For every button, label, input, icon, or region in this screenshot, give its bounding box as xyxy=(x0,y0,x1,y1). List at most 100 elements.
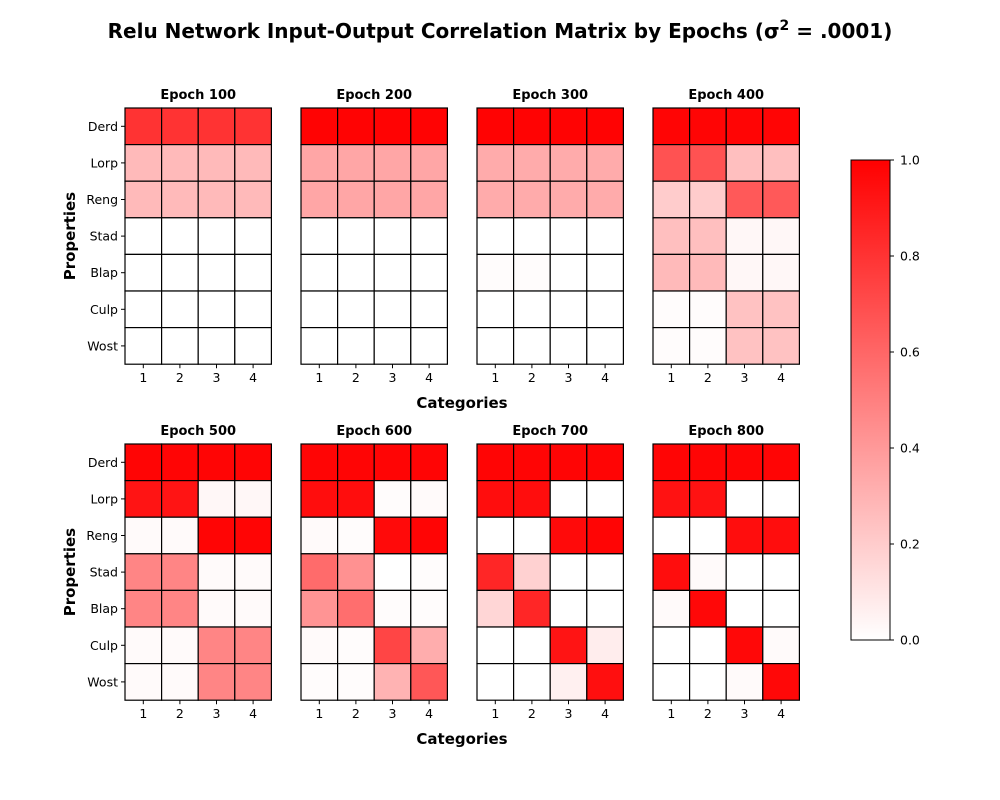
heatmap-cell xyxy=(586,217,624,256)
y-tick-label: Derd xyxy=(88,119,118,134)
heatmap-cell xyxy=(300,662,339,701)
heatmap-cell xyxy=(762,180,800,219)
y-tick-label: Reng xyxy=(86,192,118,207)
panel-title: Epoch 100 xyxy=(160,88,236,103)
heatmap-cell xyxy=(234,589,273,628)
heatmap-cell xyxy=(762,217,800,256)
heatmap-cell xyxy=(161,480,199,518)
heatmap-cell xyxy=(725,144,764,182)
heatmap-cell xyxy=(512,217,551,256)
heatmap-cell xyxy=(161,144,199,182)
x-tick-label: 1 xyxy=(667,370,675,385)
heatmap-cell xyxy=(337,626,375,665)
heatmap-cell xyxy=(197,589,236,628)
heatmap-cell xyxy=(688,443,727,482)
heatmap-cell xyxy=(549,553,588,591)
x-tick-label: 4 xyxy=(249,706,257,721)
heatmap-cell xyxy=(652,589,691,628)
heatmap-cell xyxy=(476,180,515,219)
heatmap-cell xyxy=(410,626,448,665)
x-tick-label: 4 xyxy=(425,370,433,385)
y-tick-label: Reng xyxy=(86,528,118,543)
heatmap-cell xyxy=(549,626,588,665)
heatmap-cell xyxy=(337,327,375,365)
heatmap-cell xyxy=(197,253,236,292)
heatmap-cell xyxy=(124,290,163,329)
y-tick-label: Culp xyxy=(90,638,118,653)
heatmap-cell xyxy=(512,626,551,665)
heatmap-cell xyxy=(476,217,515,256)
heatmap-panel: Epoch 200 1 2 3 4 xyxy=(300,88,448,385)
heatmap-cell xyxy=(373,480,412,518)
heatmap-cell xyxy=(161,290,199,329)
colorbar-tick-label: 0.0 xyxy=(900,633,920,648)
heatmap-cell xyxy=(337,553,375,591)
x-tick-label: 4 xyxy=(425,706,433,721)
heatmap-cell xyxy=(300,589,339,628)
heatmap-cell xyxy=(161,180,199,219)
x-tick-label: 2 xyxy=(704,370,712,385)
heatmap-cell xyxy=(762,626,800,665)
heatmap-cell xyxy=(300,253,339,292)
heatmap-cell xyxy=(161,626,199,665)
heatmap-cell xyxy=(373,662,412,701)
heatmap-cell xyxy=(410,180,448,219)
heatmap-cell xyxy=(476,253,515,292)
heatmap-cell xyxy=(124,327,163,365)
x-tick-label: 4 xyxy=(601,370,609,385)
heatmap-cell xyxy=(476,290,515,329)
heatmap-cell xyxy=(373,217,412,256)
heatmap-cell xyxy=(725,553,764,591)
heatmap-cell xyxy=(161,589,199,628)
heatmap-cell xyxy=(476,144,515,182)
heatmap-cell xyxy=(688,107,727,146)
y-tick-label: Blap xyxy=(90,601,118,616)
heatmap-cell xyxy=(373,290,412,329)
y-tick-label: Derd xyxy=(88,455,118,470)
heatmap-cell xyxy=(586,327,624,365)
heatmap-cell xyxy=(337,180,375,219)
heatmap-cell xyxy=(337,290,375,329)
heatmap-cell xyxy=(300,327,339,365)
heatmap-cell xyxy=(373,553,412,591)
heatmap-cell xyxy=(688,327,727,365)
heatmap-cell xyxy=(373,443,412,482)
heatmap-cell xyxy=(688,290,727,329)
heatmap-cell xyxy=(197,217,236,256)
heatmap-cell xyxy=(586,480,624,518)
panel-title: Epoch 500 xyxy=(160,424,236,439)
heatmap-cell xyxy=(762,253,800,292)
y-tick-label: Stad xyxy=(90,565,118,580)
x-tick-label: 4 xyxy=(777,706,785,721)
heatmap-cell xyxy=(652,217,691,256)
heatmap-cell xyxy=(512,107,551,146)
heatmap-cell xyxy=(410,217,448,256)
heatmap-cell xyxy=(300,516,339,555)
heatmap-cell xyxy=(586,662,624,701)
heatmap-cell xyxy=(725,180,764,219)
heatmap-cell xyxy=(725,217,764,256)
x-tick-label: 2 xyxy=(352,370,360,385)
axis-labels: Properties Categories Properties Categories xyxy=(61,192,508,748)
heatmap-cell xyxy=(161,553,199,591)
heatmap-cell xyxy=(586,516,624,555)
heatmap-cell xyxy=(337,516,375,555)
heatmap-cell xyxy=(688,662,727,701)
heatmap-cell xyxy=(410,107,448,146)
heatmap-cell xyxy=(300,217,339,256)
heatmap-cell xyxy=(234,290,273,329)
heatmap-cell xyxy=(300,480,339,518)
heatmap-cell xyxy=(725,516,764,555)
heatmap-cell xyxy=(197,553,236,591)
heatmap-cell xyxy=(652,443,691,482)
heatmap-cell xyxy=(234,180,273,219)
heatmap-cell xyxy=(688,589,727,628)
heatmap-cell xyxy=(337,589,375,628)
heatmap-cell xyxy=(234,662,273,701)
heatmap-cell xyxy=(234,516,273,555)
figure-title: Relu Network Input-Output Correlation Ma… xyxy=(108,18,893,43)
heatmap-cell xyxy=(410,516,448,555)
heatmap-cell xyxy=(234,253,273,292)
heatmap-cell xyxy=(476,480,515,518)
heatmap-cell xyxy=(586,626,624,665)
